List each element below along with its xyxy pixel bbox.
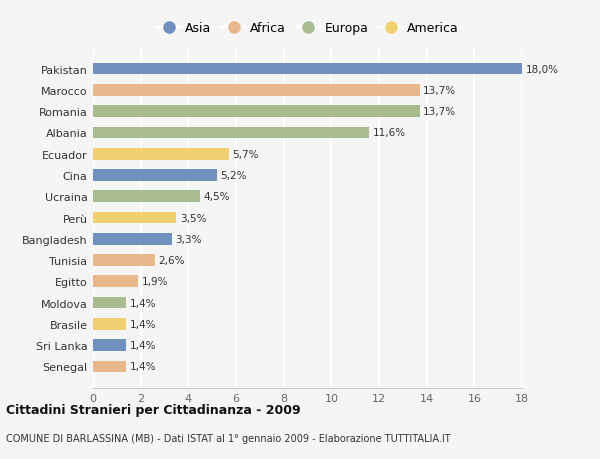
Text: 3,5%: 3,5% bbox=[180, 213, 206, 223]
Text: 1,4%: 1,4% bbox=[130, 341, 157, 350]
Text: 5,2%: 5,2% bbox=[221, 171, 247, 180]
Text: 2,6%: 2,6% bbox=[158, 256, 185, 265]
Bar bbox=[93, 212, 176, 224]
Text: COMUNE DI BARLASSINA (MB) - Dati ISTAT al 1° gennaio 2009 - Elaborazione TUTTITA: COMUNE DI BARLASSINA (MB) - Dati ISTAT a… bbox=[6, 433, 451, 442]
Text: 1,9%: 1,9% bbox=[142, 277, 169, 287]
Bar bbox=[93, 106, 419, 118]
Text: 5,7%: 5,7% bbox=[232, 149, 259, 159]
Bar bbox=[93, 255, 155, 266]
Bar bbox=[93, 149, 229, 160]
Text: 4,5%: 4,5% bbox=[204, 192, 230, 202]
Text: 18,0%: 18,0% bbox=[526, 64, 559, 74]
Bar bbox=[93, 234, 172, 245]
Bar bbox=[93, 85, 419, 96]
Bar bbox=[93, 127, 370, 139]
Text: 13,7%: 13,7% bbox=[423, 86, 456, 95]
Bar bbox=[93, 276, 138, 287]
Text: 3,3%: 3,3% bbox=[175, 234, 202, 244]
Text: 11,6%: 11,6% bbox=[373, 128, 406, 138]
Bar bbox=[93, 191, 200, 202]
Bar bbox=[93, 318, 127, 330]
Bar bbox=[93, 361, 127, 372]
Bar bbox=[93, 64, 522, 75]
Bar bbox=[93, 297, 127, 309]
Text: 1,4%: 1,4% bbox=[130, 319, 157, 329]
Bar bbox=[93, 340, 127, 351]
Text: 13,7%: 13,7% bbox=[423, 107, 456, 117]
Text: 1,4%: 1,4% bbox=[130, 298, 157, 308]
Text: Cittadini Stranieri per Cittadinanza - 2009: Cittadini Stranieri per Cittadinanza - 2… bbox=[6, 403, 301, 416]
Bar bbox=[93, 170, 217, 181]
Legend: Asia, Africa, Europa, America: Asia, Africa, Europa, America bbox=[151, 17, 464, 40]
Text: 1,4%: 1,4% bbox=[130, 362, 157, 372]
